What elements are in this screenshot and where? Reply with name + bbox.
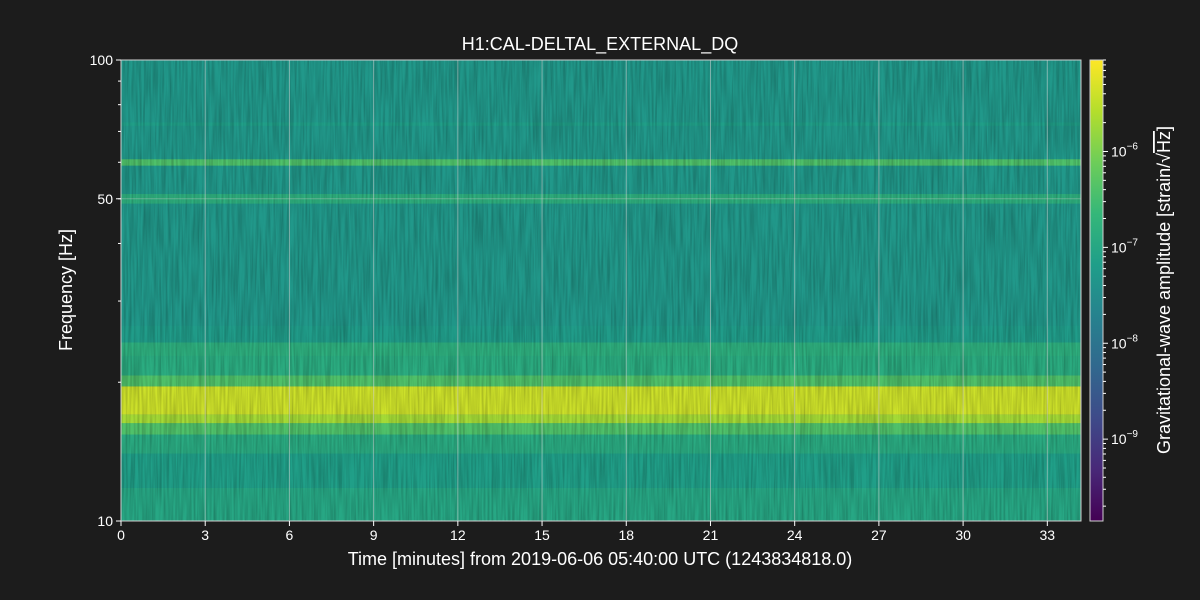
colorbar-label-radical: √	[1154, 153, 1174, 163]
x-tick-label: 21	[703, 527, 719, 543]
x-tick-label: 24	[787, 527, 803, 543]
colorbar-label-radicand: Hz	[1154, 131, 1174, 153]
colorbar-label: Gravitational-wave amplitude [strain/√Hz…	[1154, 126, 1174, 454]
x-tick-label: 15	[534, 527, 550, 543]
svg-text:Gravitational-wave amplitude [: Gravitational-wave amplitude [strain/√Hz…	[1154, 126, 1174, 454]
x-axis-ticks: 0 3 6 9 12 15 18 21 24 27 30 33	[117, 521, 1055, 543]
x-tick-label: 33	[1040, 527, 1056, 543]
y-tick-label: 50	[97, 191, 113, 207]
spectrogram-plot	[120, 59, 1082, 522]
plot-frame	[120, 59, 1082, 522]
grid-lines	[121, 60, 1081, 521]
chart-title: H1:CAL-DELTAL_EXTERNAL_DQ	[462, 34, 738, 55]
colorbar-ticks: 10−9 10−8 10−7 10−6	[1103, 59, 1138, 507]
colorbar-tick-label: 10−6	[1111, 141, 1138, 159]
x-tick-label: 6	[286, 527, 294, 543]
y-axis-ticks: 10 50 100	[90, 52, 121, 529]
x-tick-label: 30	[955, 527, 971, 543]
x-tick-label: 18	[618, 527, 634, 543]
colorbar: 10−9 10−8 10−7 10−6 Gravitational-wave ampl…	[1089, 59, 1174, 522]
y-tick-label: 10	[97, 513, 113, 529]
x-tick-label: 0	[117, 527, 125, 543]
colorbar-scale	[1089, 59, 1104, 522]
spectrogram-noise	[121, 60, 1081, 521]
colorbar-label-suffix: ]	[1154, 126, 1174, 131]
colorbar-tick-label: 10−9	[1111, 429, 1138, 447]
x-tick-label: 27	[871, 527, 887, 543]
colorbar-label-prefix: Gravitational-wave amplitude [strain/	[1154, 163, 1174, 454]
y-axis-label: Frequency [Hz]	[56, 229, 76, 351]
colorbar-tick-label: 10−8	[1111, 333, 1138, 351]
x-tick-label: 12	[450, 527, 466, 543]
colorbar-tick-label: 10−7	[1111, 237, 1138, 255]
y-tick-label: 100	[90, 52, 114, 68]
x-tick-label: 9	[370, 527, 378, 543]
x-axis-label: Time [minutes] from 2019-06-06 05:40:00 …	[348, 549, 853, 569]
x-tick-label: 3	[201, 527, 209, 543]
